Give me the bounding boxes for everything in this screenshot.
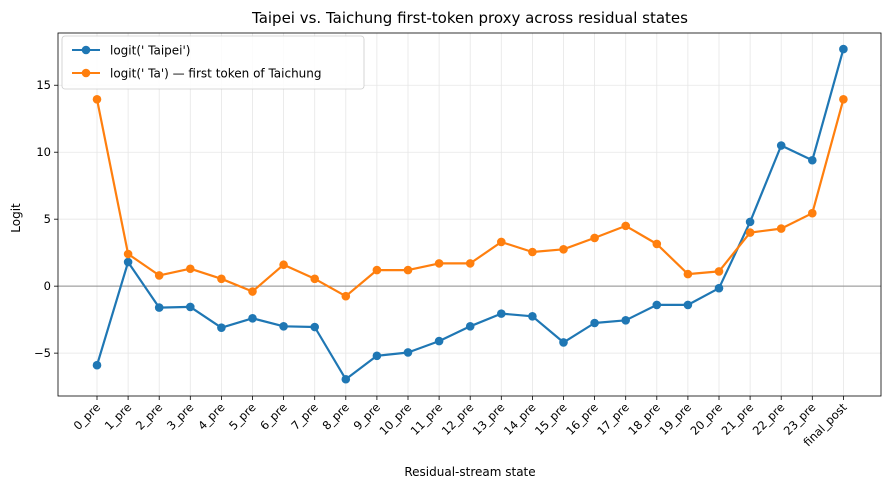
x-tick-label: 20_pre: [687, 400, 725, 438]
x-tick-label: 5_pre: [226, 400, 258, 432]
data-point: [590, 233, 599, 243]
data-point: [745, 228, 755, 237]
chart-title: Taipei vs. Taichung first-token proxy ac…: [251, 9, 688, 27]
x-tick-label: 3_pre: [164, 400, 196, 432]
y-tick-label: 5: [44, 212, 51, 226]
data-point: [123, 249, 133, 259]
data-point: [403, 348, 413, 357]
data-point: [590, 318, 599, 328]
data-point: [683, 269, 693, 279]
data-point: [559, 338, 568, 347]
data-point: [154, 303, 164, 312]
series-1: [92, 95, 848, 301]
series-0: [92, 44, 848, 384]
data-point: [652, 239, 662, 249]
legend: logit(' Taipei') logit(' Ta') — first to…: [61, 35, 365, 90]
legend-label-taipei: logit(' Taipei'): [110, 44, 190, 58]
data-point: [217, 274, 226, 284]
x-tick-label: 21_pre: [719, 400, 757, 438]
data-point: [497, 237, 506, 247]
x-tick-label: 15_pre: [532, 400, 570, 438]
x-tick-label: 16_pre: [563, 400, 601, 438]
x-tick-label: 18_pre: [625, 400, 663, 438]
x-tick-label: 1_pre: [102, 400, 134, 432]
data-point: [310, 274, 320, 284]
data-point: [279, 260, 288, 270]
data-point: [92, 360, 102, 370]
data-point: [434, 336, 444, 346]
data-point: [839, 95, 848, 104]
data-point: [341, 291, 351, 301]
x-tick-label: 8_pre: [319, 400, 351, 432]
data-point: [528, 247, 537, 257]
data-point: [776, 141, 786, 150]
data-point: [341, 374, 351, 384]
x-tick-label: 13_pre: [470, 400, 508, 438]
data-point: [123, 257, 133, 267]
data-point: [808, 155, 817, 165]
data-point: [403, 265, 413, 275]
data-point: [310, 322, 320, 332]
data-point: [434, 259, 444, 268]
data-point: [839, 44, 848, 54]
series-layer: [92, 44, 848, 384]
x-axis-ticks: 0_pre1_pre2_pre3_pre4_pre5_pre6_pre7_pre…: [71, 396, 850, 449]
data-point: [621, 316, 630, 325]
data-point: [372, 265, 382, 275]
data-point: [714, 283, 724, 293]
y-axis-ticks: −5 0 5 10 15: [34, 78, 58, 360]
x-tick-label: 0_pre: [71, 400, 103, 432]
data-point: [528, 312, 537, 321]
data-point: [497, 309, 506, 318]
data-point: [808, 208, 817, 218]
x-tick-label: 2_pre: [133, 400, 165, 432]
x-tick-label: 17_pre: [594, 400, 632, 438]
legend-label-ta: logit(' Ta') — first token of Taichung: [110, 67, 322, 81]
data-point: [465, 322, 475, 331]
data-point: [683, 300, 693, 310]
data-point: [559, 245, 568, 254]
x-tick-label: 7_pre: [288, 400, 320, 432]
data-point: [186, 264, 195, 274]
data-point: [248, 314, 257, 323]
y-tick-label: 10: [36, 145, 51, 159]
data-point: [652, 300, 662, 310]
x-tick-label: 12_pre: [439, 400, 477, 438]
x-axis-label: Residual-stream state: [404, 465, 535, 479]
legend-marker-taipei: [81, 45, 91, 55]
y-tick-label: 0: [44, 279, 51, 293]
data-point: [621, 221, 630, 231]
x-tick-label: 10_pre: [376, 400, 414, 438]
x-tick-label: 19_pre: [656, 400, 694, 438]
plot-frame: [57, 32, 882, 397]
y-tick-label: 15: [36, 78, 51, 92]
data-point: [248, 287, 257, 296]
y-axis-label: Logit: [9, 203, 23, 233]
y-tick-label: −5: [34, 346, 51, 360]
x-tick-label: 4_pre: [195, 400, 227, 432]
legend-marker-ta: [81, 68, 91, 78]
data-point: [154, 271, 164, 280]
x-tick-label: 22_pre: [750, 400, 788, 438]
data-point: [92, 95, 102, 104]
data-point: [745, 217, 755, 227]
data-point: [217, 323, 226, 332]
data-point: [186, 302, 195, 312]
data-point: [372, 351, 382, 361]
data-point: [776, 224, 786, 233]
x-tick-label: 11_pre: [408, 400, 446, 438]
data-point: [279, 322, 288, 331]
x-tick-label: 6_pre: [257, 400, 289, 432]
data-point: [465, 259, 475, 268]
legend-box: [61, 35, 365, 90]
x-tick-label: 14_pre: [501, 400, 539, 438]
data-point: [714, 267, 724, 276]
